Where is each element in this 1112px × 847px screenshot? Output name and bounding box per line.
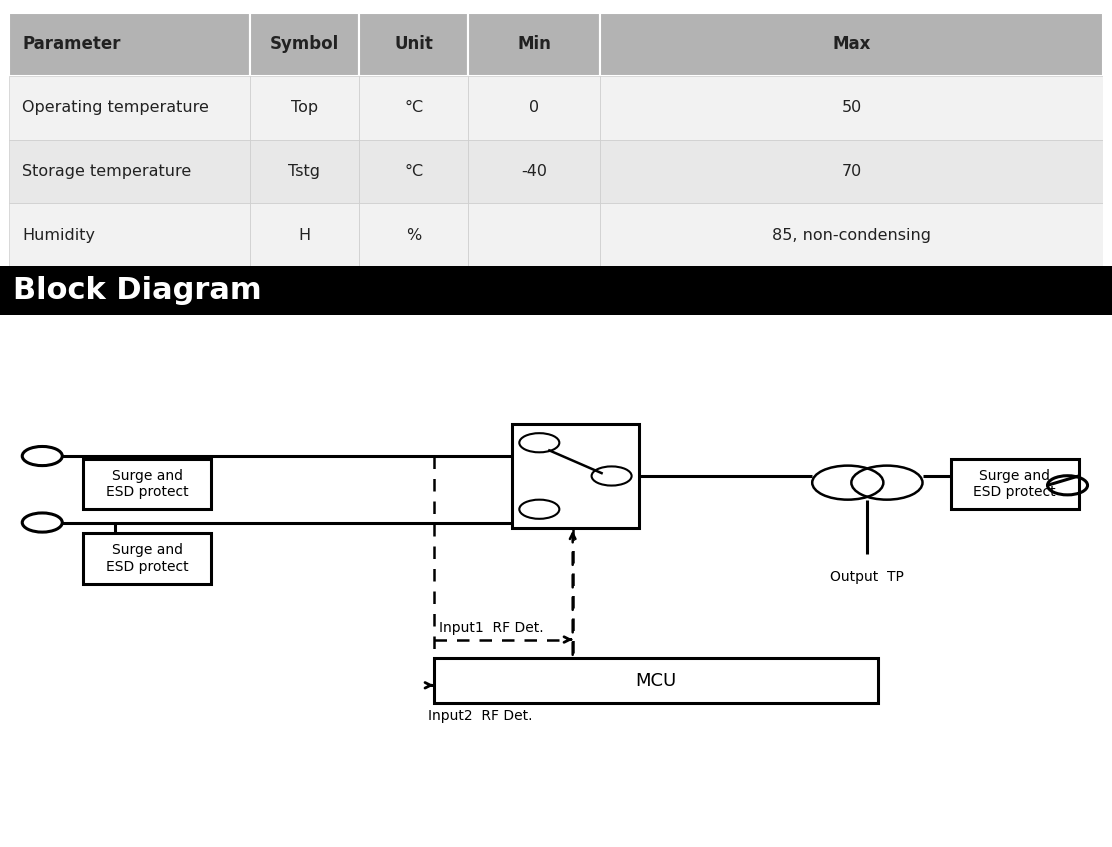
Bar [512,424,639,528]
Text: Storage temperature: Storage temperature [22,164,191,179]
Bar [249,203,359,267]
Text: Top: Top [290,101,318,115]
Bar [599,13,1103,76]
Text: Surge and
ESD protect: Surge and ESD protect [973,469,1056,499]
Bar [599,76,1103,140]
Text: Input2  RF Det.: Input2 RF Det. [428,709,533,723]
Bar [249,140,359,203]
Text: -40: -40 [522,164,547,179]
Bar [359,76,468,140]
Bar [359,140,468,203]
Text: Humidity: Humidity [22,228,95,242]
Text: Surge and
ESD protect: Surge and ESD protect [106,469,189,499]
Text: Operating temperature: Operating temperature [22,101,209,115]
Bar [468,76,599,140]
Text: 85, non-condensing: 85, non-condensing [772,228,931,242]
Text: Symbol: Symbol [270,36,339,53]
Text: Input1  RF Det.: Input1 RF Det. [439,622,544,635]
Text: Surge and
ESD protect: Surge and ESD protect [106,543,189,573]
Text: 70: 70 [842,164,862,179]
Bar [599,203,1103,267]
Text: °C: °C [404,101,424,115]
Bar [9,203,249,267]
Text: 0: 0 [529,101,539,115]
Text: Unit: Unit [395,36,434,53]
Text: Tstg: Tstg [288,164,320,179]
Text: Min: Min [517,36,552,53]
Text: 50: 50 [842,101,862,115]
Bar [599,140,1103,203]
Text: Output  TP: Output TP [831,570,904,584]
Bar [9,13,249,76]
Text: Parameter: Parameter [22,36,120,53]
Bar [434,658,878,703]
Bar [249,76,359,140]
Bar [9,140,249,203]
Bar [83,533,211,584]
Bar [468,203,599,267]
Bar [359,203,468,267]
Bar [9,76,249,140]
Text: Block Diagram: Block Diagram [13,276,262,305]
Text: MCU: MCU [635,672,677,689]
Bar [468,13,599,76]
Bar [359,13,468,76]
Text: °C: °C [404,164,424,179]
Bar [83,459,211,509]
Bar [249,13,359,76]
Bar [468,140,599,203]
Text: Max: Max [832,36,871,53]
Text: H: H [298,228,310,242]
Bar [951,459,1079,509]
Text: %: % [406,228,421,242]
